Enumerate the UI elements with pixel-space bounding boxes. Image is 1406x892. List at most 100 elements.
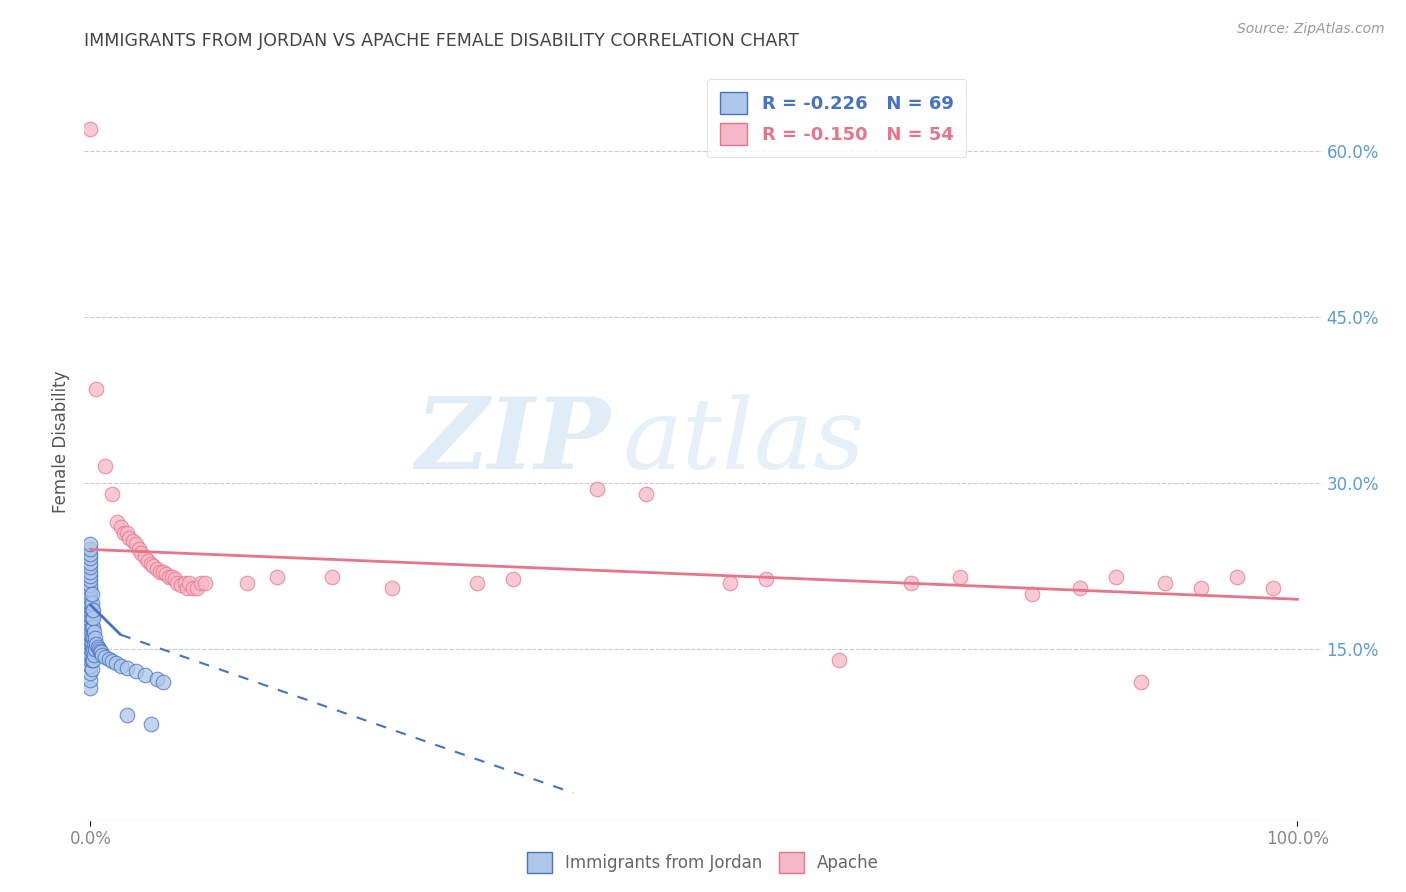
Point xyxy=(121,533,143,548)
Point xyxy=(79,547,101,561)
Point xyxy=(79,587,101,601)
Point xyxy=(79,617,101,632)
Point xyxy=(146,562,169,576)
Text: atlas: atlas xyxy=(623,394,865,489)
Point xyxy=(79,542,101,557)
Point xyxy=(152,675,174,690)
Point xyxy=(82,620,104,634)
Point xyxy=(87,642,110,657)
Point xyxy=(80,653,103,667)
Point xyxy=(79,121,101,136)
Point xyxy=(79,642,101,657)
Point xyxy=(101,654,124,668)
Point xyxy=(1153,575,1175,590)
Point xyxy=(82,631,104,645)
Point xyxy=(82,603,104,617)
Legend: Immigrants from Jordan, Apache: Immigrants from Jordan, Apache xyxy=(520,846,886,880)
Point xyxy=(79,596,101,610)
Point xyxy=(89,644,111,658)
Point xyxy=(86,382,108,396)
Point xyxy=(381,581,404,595)
Point xyxy=(79,537,101,551)
Point xyxy=(125,537,148,551)
Point xyxy=(948,570,970,584)
Point xyxy=(79,604,101,618)
Point xyxy=(321,570,343,584)
Point xyxy=(1069,581,1091,595)
Point xyxy=(152,565,174,579)
Point xyxy=(176,581,198,595)
Point xyxy=(82,642,104,657)
Point xyxy=(101,487,124,501)
Point xyxy=(79,565,101,579)
Point xyxy=(755,572,778,586)
Point xyxy=(94,649,117,664)
Point xyxy=(139,557,162,571)
Y-axis label: Female Disability: Female Disability xyxy=(52,370,70,513)
Point xyxy=(110,658,132,673)
Point xyxy=(79,574,101,588)
Point xyxy=(97,652,120,666)
Point xyxy=(115,661,138,675)
Point xyxy=(149,565,172,579)
Point xyxy=(79,633,101,648)
Point xyxy=(90,645,112,659)
Point xyxy=(1189,581,1212,595)
Point xyxy=(142,559,165,574)
Point xyxy=(86,640,108,654)
Point xyxy=(718,575,741,590)
Point xyxy=(155,566,177,581)
Point xyxy=(115,708,138,723)
Point xyxy=(79,582,101,597)
Point xyxy=(125,664,148,678)
Point xyxy=(79,673,101,687)
Point xyxy=(80,611,103,625)
Point xyxy=(79,628,101,642)
Point xyxy=(80,603,103,617)
Point xyxy=(79,681,101,695)
Point xyxy=(173,575,195,590)
Point xyxy=(110,520,132,534)
Point xyxy=(80,596,103,610)
Point xyxy=(79,569,101,583)
Point xyxy=(1021,587,1043,601)
Point xyxy=(79,648,101,662)
Text: ZIP: ZIP xyxy=(415,393,610,490)
Point xyxy=(83,625,105,640)
Point xyxy=(128,542,150,557)
Point xyxy=(79,578,101,592)
Point xyxy=(84,631,107,645)
Point xyxy=(157,570,180,584)
Point xyxy=(79,591,101,606)
Point xyxy=(82,653,104,667)
Point xyxy=(79,613,101,627)
Point xyxy=(170,578,193,592)
Point xyxy=(129,546,152,560)
Point xyxy=(266,570,288,584)
Point xyxy=(181,581,204,595)
Point xyxy=(79,666,101,681)
Point xyxy=(79,653,101,667)
Point xyxy=(634,487,657,501)
Point xyxy=(118,532,141,546)
Point xyxy=(80,587,103,601)
Point xyxy=(194,575,217,590)
Text: Source: ZipAtlas.com: Source: ZipAtlas.com xyxy=(1237,22,1385,37)
Point xyxy=(80,662,103,676)
Point xyxy=(166,575,188,590)
Point xyxy=(465,575,488,590)
Point xyxy=(79,600,101,615)
Point xyxy=(80,629,103,643)
Point xyxy=(900,575,922,590)
Point xyxy=(1263,581,1285,595)
Point xyxy=(138,553,160,567)
Point xyxy=(163,572,186,586)
Point xyxy=(79,608,101,623)
Point xyxy=(79,636,101,650)
Point xyxy=(80,620,103,634)
Point xyxy=(186,581,208,595)
Point xyxy=(179,575,201,590)
Point xyxy=(586,482,609,496)
Point xyxy=(112,525,135,540)
Point xyxy=(146,672,169,686)
